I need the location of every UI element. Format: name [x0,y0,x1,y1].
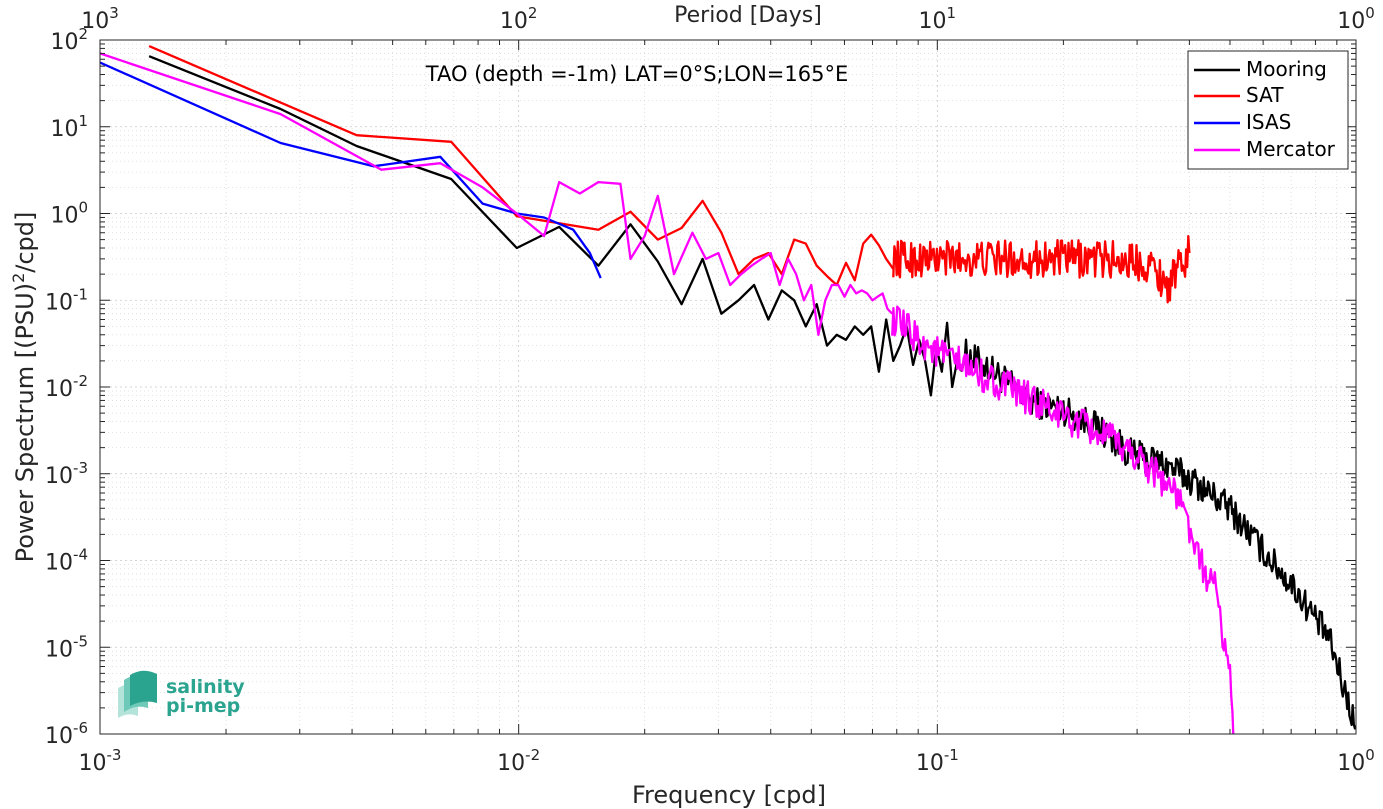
series-layer [100,45,1356,734]
x2-axis-title: Period [Days] [674,3,822,28]
series-line-mooring [148,55,964,397]
x2-tick-label: 102 [500,4,538,34]
y-tick-label: 10-1 [45,285,88,315]
x2-tick-label: 100 [1337,4,1375,34]
legend-label-isas: ISAS [1246,110,1291,134]
series-line-isas [100,61,602,279]
x-tick-label: 10-2 [497,746,540,776]
series-line-mercator [891,305,1235,734]
logo-line1: salinity [166,676,245,698]
legend-label-mercator: Mercator [1246,137,1336,161]
x-tick-label: 10-3 [79,746,122,776]
x-axis-title: Frequency [cpd] [632,781,826,809]
y-tick-label: 10-3 [45,459,88,489]
series-line-sat [148,45,895,287]
x-tick-label: 100 [1337,746,1375,776]
legend: Mooring SAT ISAS Mercator [1187,50,1349,170]
y-tick-label: 100 [50,199,88,229]
tick-marks [99,40,1356,735]
y-tick-label: 101 [50,112,88,142]
salinity-pimep-logo: salinity pi-mep [118,670,245,718]
minor-grid [100,40,1356,734]
y-tick-label: 102 [50,25,88,55]
chart-title: TAO (depth =-1m) LAT=0°S;LON=165°E [425,62,849,86]
logo-line2: pi-mep [166,695,240,717]
legend-label-sat: SAT [1246,83,1284,107]
salinity-pimep-logo-icon [118,670,157,718]
y-tick-label: 10-2 [45,372,88,402]
legend-label-mooring: Mooring [1246,57,1327,81]
y-axis-title: Power Spectrum [(PSU)2/cpd] [9,212,39,563]
series-line-mercator [100,52,894,336]
x2-tick-label: 101 [919,4,957,34]
y-tick-label: 10-6 [45,719,88,749]
x2-tick-label: 103 [81,4,119,34]
y-tick-label: 10-5 [45,632,88,662]
y-tick-label: 10-4 [45,546,88,576]
x-tick-label: 10-1 [916,746,959,776]
series-line-sat [892,235,1191,304]
